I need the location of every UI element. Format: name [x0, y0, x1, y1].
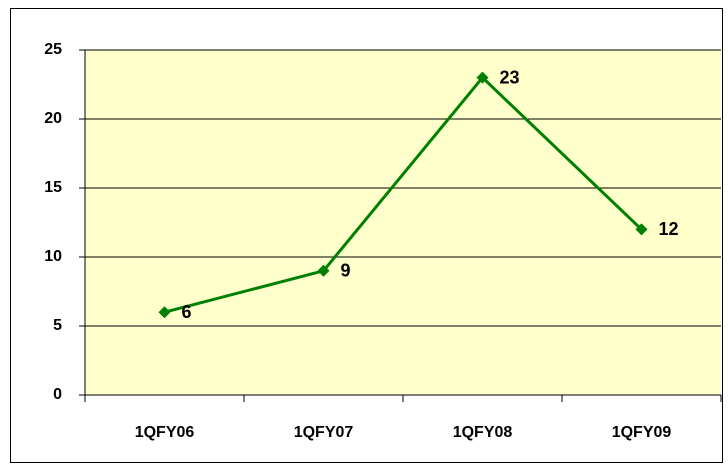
data-label: 9: [341, 261, 351, 281]
marker: [317, 264, 330, 277]
y-tick-label: 25: [44, 41, 62, 58]
y-tick-label: 15: [44, 179, 62, 196]
y-tick-label: 10: [44, 248, 62, 265]
marker: [635, 223, 648, 236]
x-tick-label: 1QFY06: [135, 424, 195, 441]
data-label: 23: [500, 67, 520, 87]
data-label: 12: [659, 219, 679, 239]
x-tick-label: 1QFY09: [612, 424, 672, 441]
y-tick-label: 5: [53, 317, 62, 334]
line: [164, 75, 643, 314]
marker: [158, 306, 171, 319]
y-tick-label: 0: [53, 386, 62, 403]
plot-area: [85, 50, 721, 395]
data-label: 6: [182, 302, 192, 322]
x-tick-label: 1QFY07: [294, 424, 354, 441]
marker: [476, 71, 489, 84]
x-tick-label: 1QFY08: [453, 424, 513, 441]
y-tick-label: 20: [44, 110, 62, 127]
